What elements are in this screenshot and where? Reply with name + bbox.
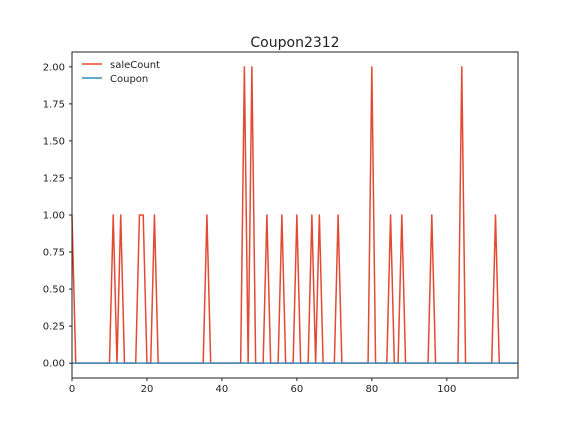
- x-tick-label: 100: [437, 384, 456, 395]
- chart-title: Coupon2312: [250, 35, 339, 51]
- legend-label-coupon: Coupon: [110, 74, 148, 85]
- y-tick-label: 1.00: [43, 211, 65, 222]
- y-tick-label: 1.25: [43, 173, 65, 184]
- legend-label-salecount: saleCount: [110, 60, 160, 71]
- y-tick-label: 0.00: [43, 359, 65, 370]
- x-tick-label: 20: [141, 384, 154, 395]
- y-tick-label: 1.75: [43, 99, 65, 110]
- ticks-layer: 0 20 40 60 80 100 0.00 0.25 0.50 0.75 1.00 1.25 1.50…: [43, 62, 457, 395]
- y-tick-label: 0.50: [43, 285, 65, 296]
- x-tick-label: 0: [69, 384, 75, 395]
- y-tick-label: 0.75: [43, 248, 65, 259]
- y-tick-label: 2.00: [43, 62, 65, 73]
- legend: saleCount Coupon: [82, 60, 160, 85]
- x-tick-label: 60: [291, 384, 304, 395]
- series-layer: [71, 66, 518, 364]
- x-tick-label: 80: [365, 384, 378, 395]
- y-tick-label: 0.25: [43, 322, 65, 333]
- plot-frame: [71, 51, 519, 379]
- x-tick-label: 40: [216, 384, 229, 395]
- y-tick-label: 1.50: [43, 136, 65, 147]
